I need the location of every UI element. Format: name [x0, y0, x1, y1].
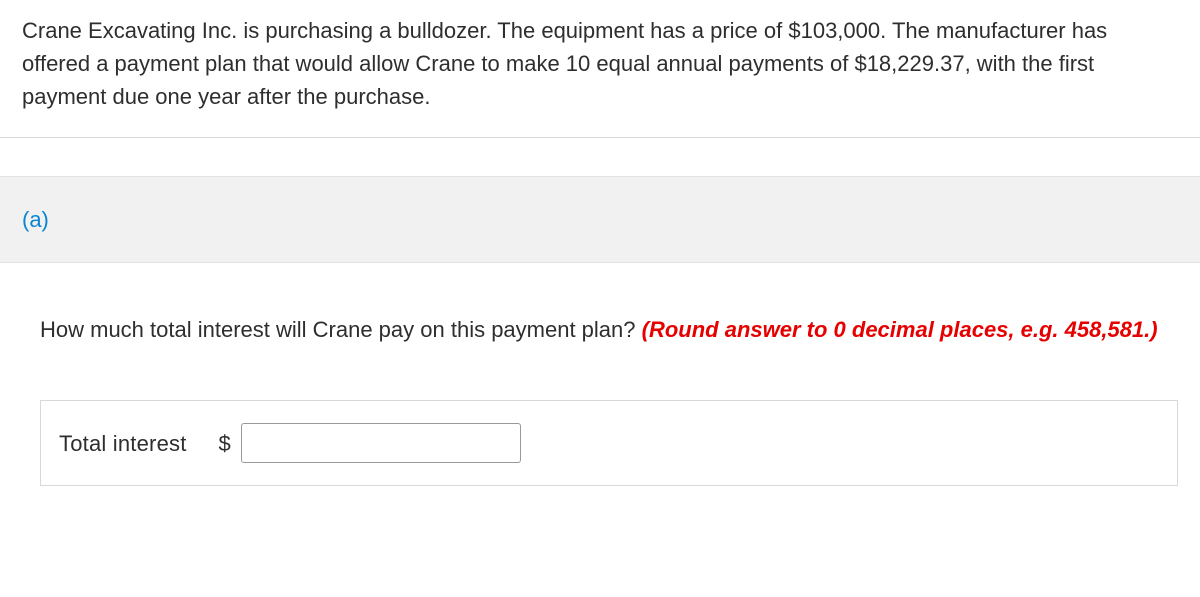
problem-statement: Crane Excavating Inc. is purchasing a bu… — [0, 0, 1200, 138]
section-header: (a) — [0, 176, 1200, 263]
answer-block: Total interest $ — [40, 400, 1178, 486]
section-label: (a) — [22, 207, 49, 232]
total-interest-input[interactable] — [241, 423, 521, 463]
question-body: How much total interest will Crane pay o… — [0, 263, 1200, 366]
answer-input-group: $ — [215, 423, 521, 463]
question-hint: (Round answer to 0 decimal places, e.g. … — [642, 317, 1158, 342]
question-text: How much total interest will Crane pay o… — [40, 313, 1178, 346]
problem-text: Crane Excavating Inc. is purchasing a bu… — [22, 18, 1107, 109]
currency-symbol: $ — [219, 427, 231, 460]
answer-label: Total interest — [59, 427, 187, 460]
question-prompt: How much total interest will Crane pay o… — [40, 317, 642, 342]
